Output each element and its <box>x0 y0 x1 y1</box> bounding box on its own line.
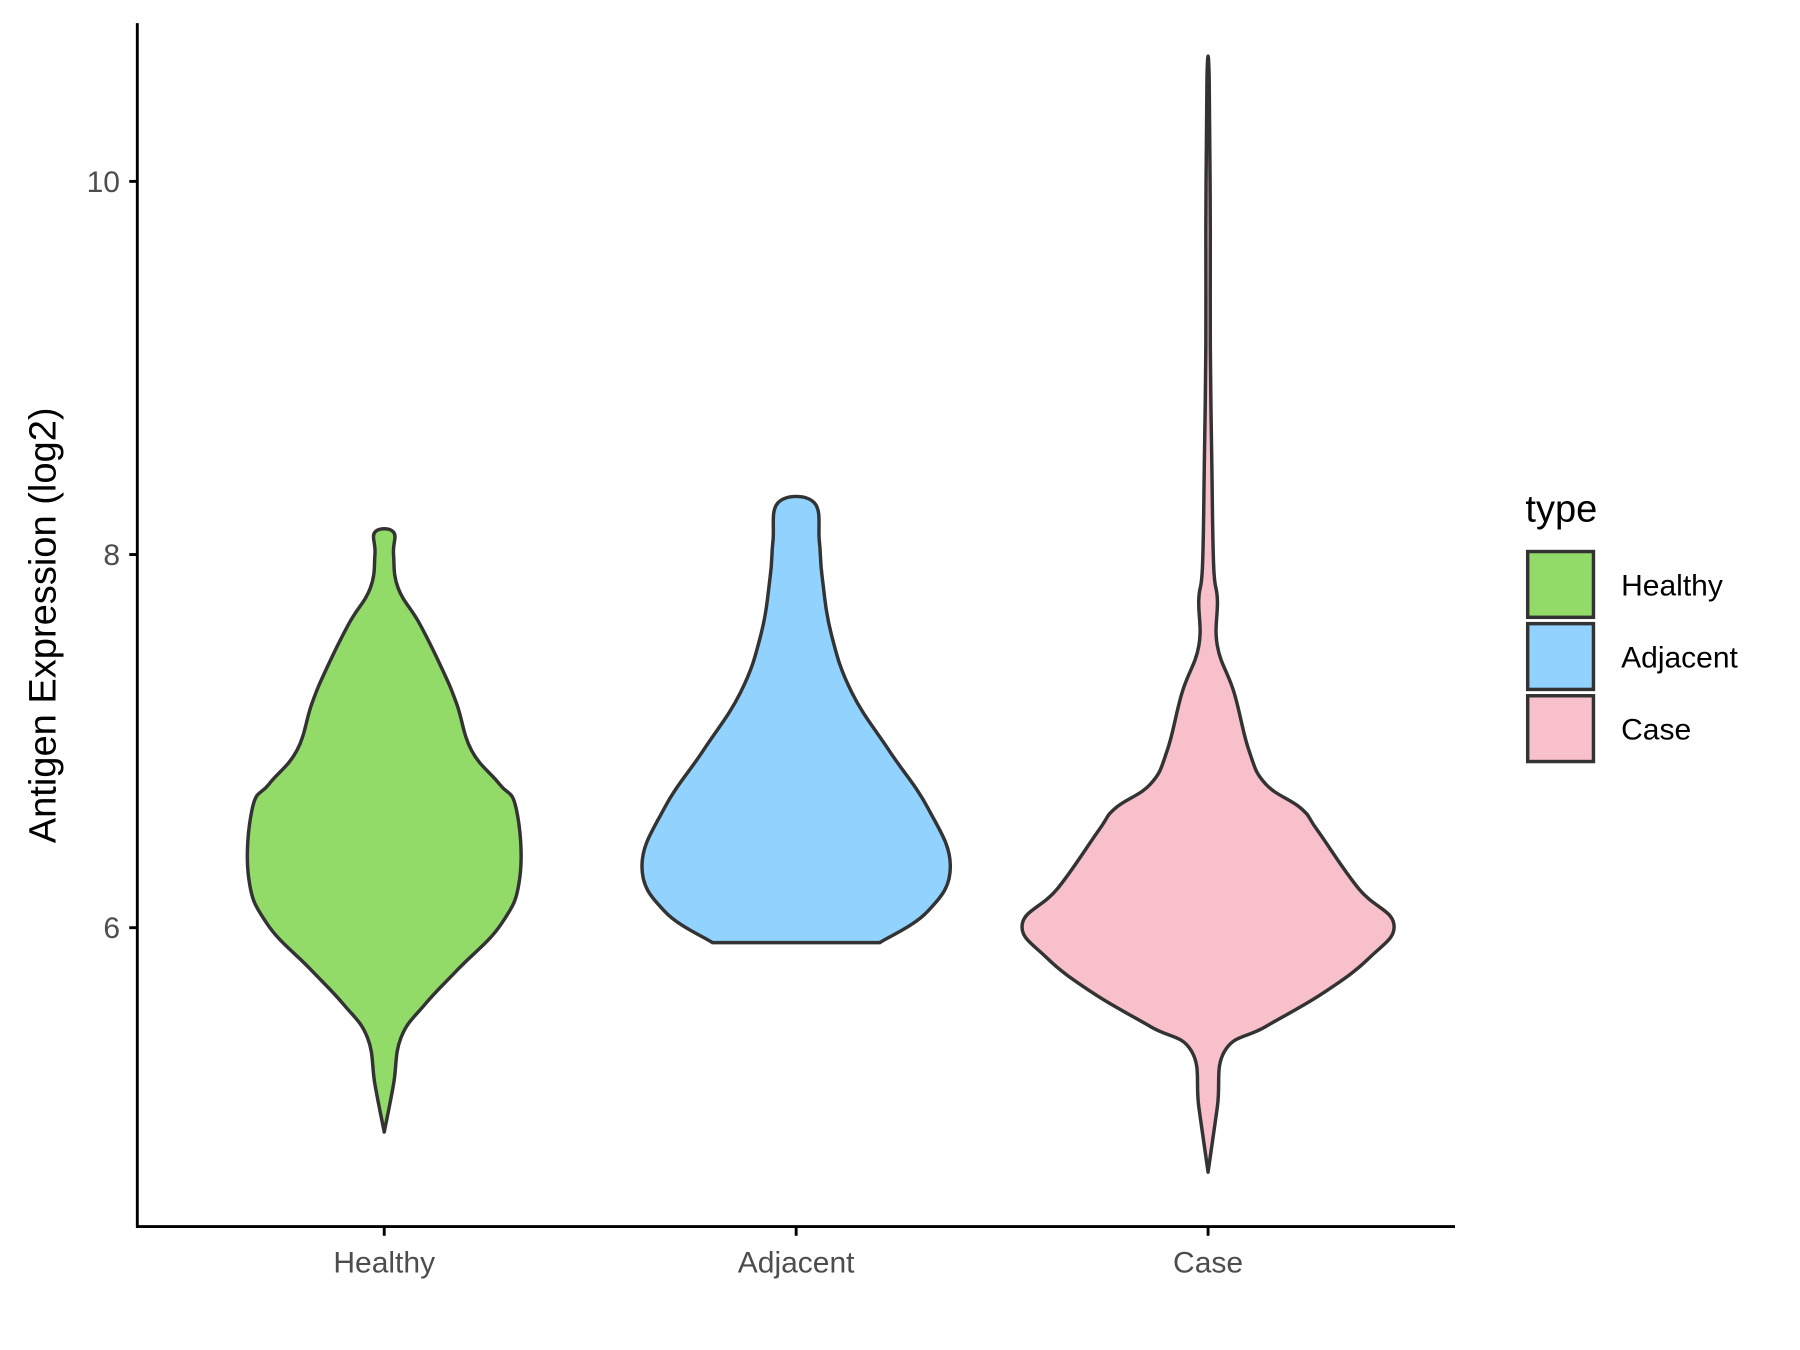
y-tick-label: 8 <box>103 539 120 572</box>
y-axis-label: Antigen Expression (log2) <box>22 407 64 843</box>
y-tick-label: 6 <box>103 912 120 945</box>
violin-healthy <box>245 527 523 1134</box>
legend-key-adjacent <box>1525 621 1596 692</box>
violin-case <box>1020 54 1396 1174</box>
legend: type Healthy Adjacent Case <box>1525 489 1739 764</box>
violin-adjacent <box>640 494 953 945</box>
legend-key-case <box>1525 694 1596 764</box>
violins <box>245 54 1396 1174</box>
legend-title: type <box>1525 489 1597 531</box>
legend-label: Adjacent <box>1621 642 1738 675</box>
y-ticks: 6 8 10 <box>87 166 138 945</box>
legend-label: Case <box>1621 714 1691 747</box>
x-tick-label: Adjacent <box>738 1247 855 1280</box>
x-tick-label: Case <box>1173 1247 1243 1280</box>
legend-key-healthy <box>1525 549 1596 620</box>
x-ticks: Healthy Adjacent Case <box>333 1226 1243 1280</box>
x-tick-label: Healthy <box>333 1247 435 1280</box>
legend-label: Healthy <box>1621 569 1723 602</box>
y-tick-label: 10 <box>87 166 120 199</box>
